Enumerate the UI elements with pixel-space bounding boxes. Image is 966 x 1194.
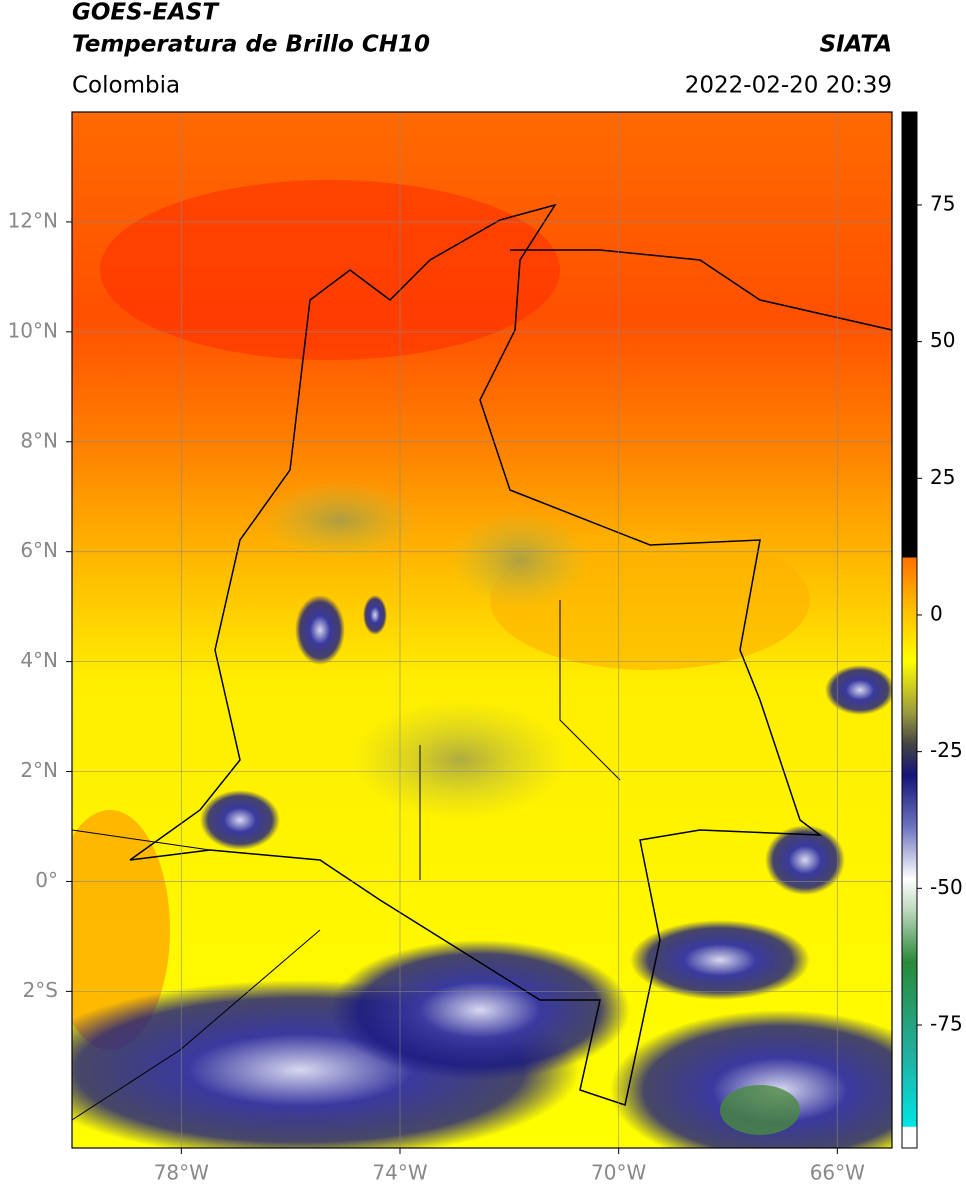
- colorbar: [901, 111, 918, 1149]
- lat-tick-label: 8°N: [20, 428, 58, 452]
- lat-tick-label: 6°N: [20, 538, 58, 562]
- colorbar-tick-label: -50: [930, 875, 963, 899]
- datetime: 2022-02-20 20:39: [685, 73, 892, 99]
- lat-tick-label: 0°: [35, 868, 58, 892]
- map-frame: [71, 111, 893, 1149]
- lon-tick-label: 70°W: [591, 1161, 646, 1185]
- satellite-image: [72, 112, 892, 1148]
- lon-tick-label: 66°W: [810, 1161, 865, 1185]
- source: SIATA: [820, 32, 892, 58]
- lon-tick-label: 74°W: [372, 1161, 427, 1185]
- colorbar-tick-label: 0: [930, 601, 943, 625]
- lat-tick-label: 2°N: [20, 758, 58, 782]
- lat-tick-label: 12°N: [8, 208, 58, 232]
- lon-tick-label: 78°W: [154, 1161, 209, 1185]
- colorbar-tick-label: 75: [930, 191, 955, 215]
- lat-tick-label: 10°N: [8, 318, 58, 342]
- lat-tick-label: 4°N: [20, 648, 58, 672]
- colorbar-tick-label: 25: [930, 465, 955, 489]
- title: Temperatura de Brillo CH10: [72, 32, 430, 58]
- lat-tick-label: 2°S: [23, 978, 58, 1002]
- colorbar-tick-label: 50: [930, 328, 955, 352]
- title: GOES-EAST: [72, 0, 220, 26]
- colorbar-tick-label: -75: [930, 1011, 963, 1035]
- region: Colombia: [72, 73, 180, 99]
- colorbar-tick-label: -25: [930, 738, 963, 762]
